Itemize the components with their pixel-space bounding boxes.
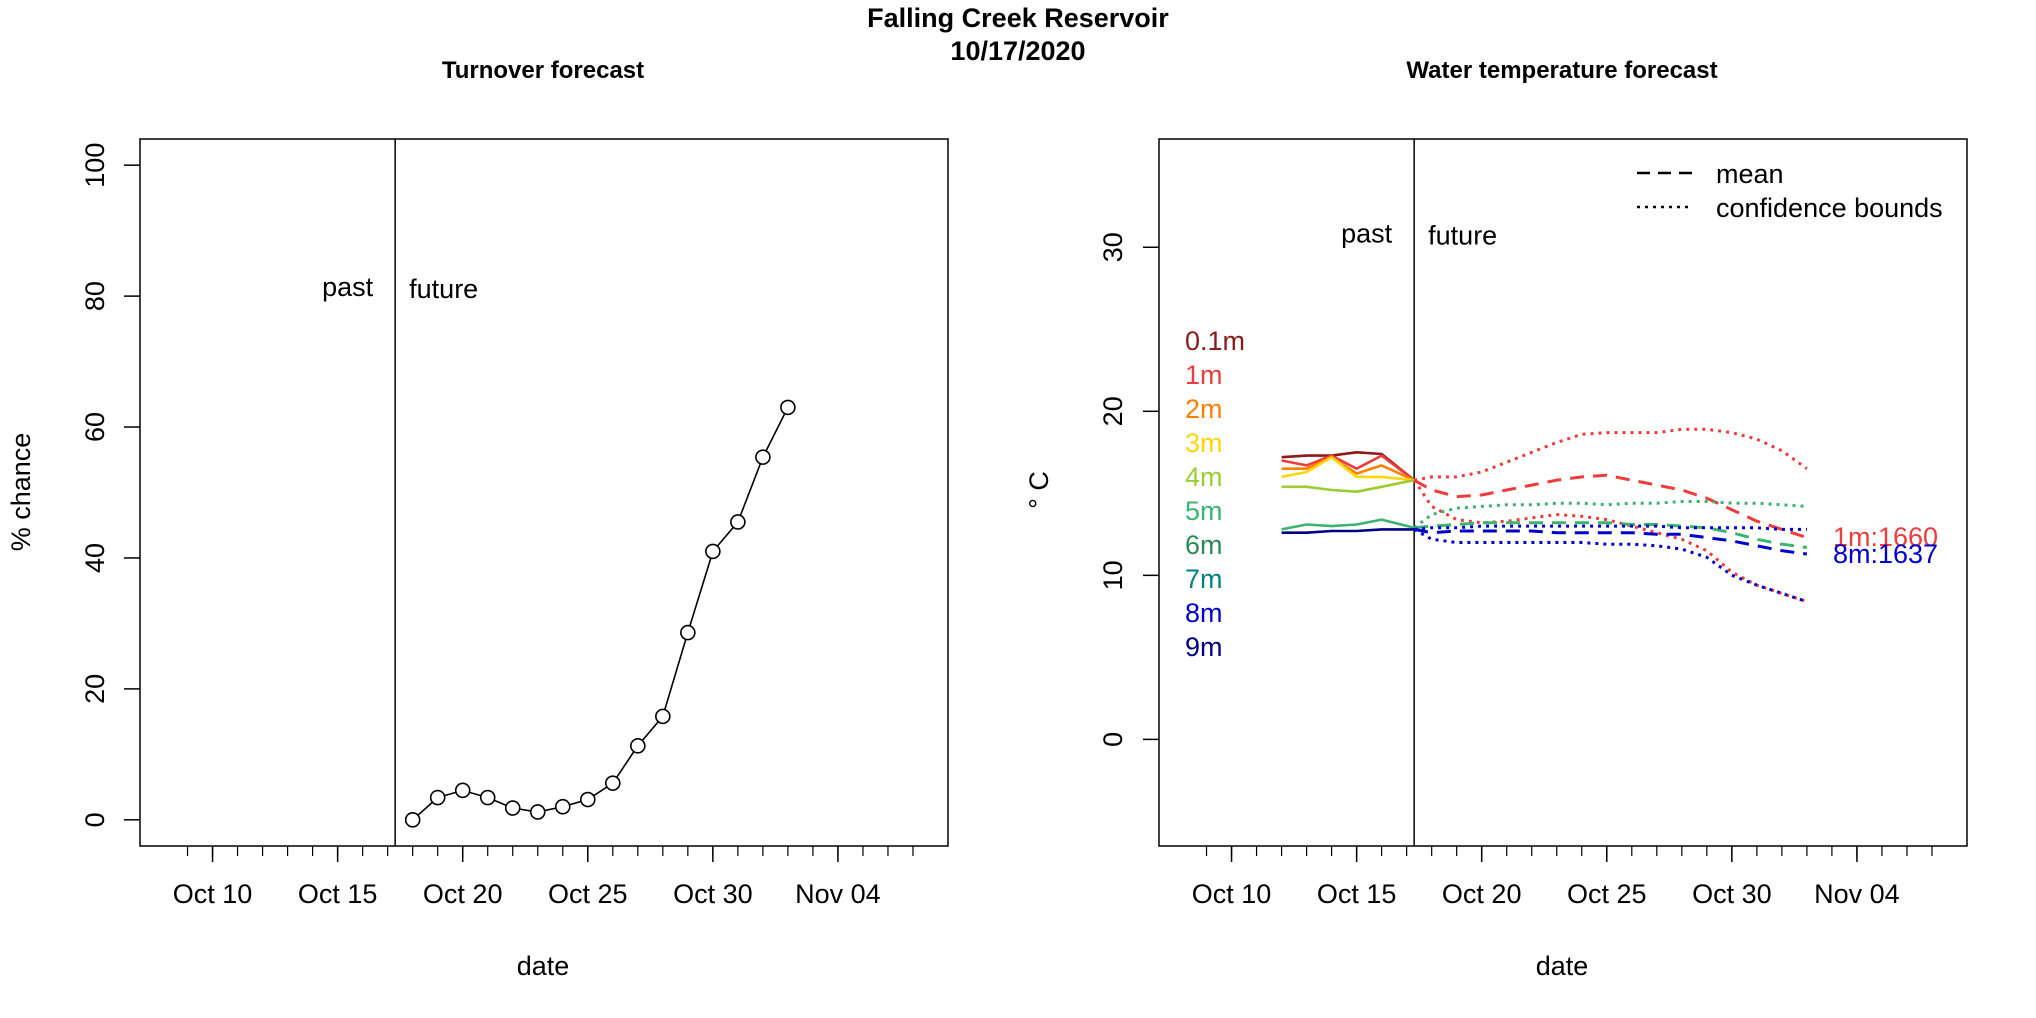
turnover-plot-frame [139, 138, 949, 847]
observed-line-1m [1281, 454, 1415, 482]
temperature-x-tick-label: Nov 04 [1814, 879, 1900, 909]
temperature-chart-title: Water temperature forecast [1406, 57, 1717, 84]
depth-label-3m: 3m [1185, 428, 1223, 458]
forecast-line-1m-upper [1413, 427, 1808, 482]
turnover-y-tick-label: 60 [80, 412, 110, 442]
depth-label-7m: 7m [1185, 564, 1223, 594]
observed-line-9m [1281, 528, 1415, 535]
turnover-data-point [705, 543, 721, 560]
temperature-x-tick-label: Oct 10 [1192, 879, 1272, 909]
forecast-line-8m-mean [1413, 527, 1808, 556]
depth-label-9m: 9m [1185, 632, 1223, 662]
turnover-data-point [404, 812, 421, 828]
turnover-future-label: future [409, 274, 478, 304]
depth-label-2m: 2m [1185, 394, 1223, 424]
turnover-data-point [429, 789, 446, 806]
temperature-y-axis-label: ° C [1024, 471, 1054, 509]
forecast-line-8m-upper [1414, 524, 1807, 531]
turnover-data-point [755, 449, 771, 465]
forecast-line-1m-lower [1412, 479, 1808, 604]
turnover-x-tick-label: Nov 04 [795, 879, 881, 909]
temperature-legend: mean confidence bounds [1637, 159, 1943, 223]
turnover-data-point [504, 800, 521, 816]
turnover-data-point [655, 708, 671, 725]
turnover-y-axis-label: % chance [6, 433, 36, 552]
temperature-x-axis-label: date [1536, 951, 1589, 981]
turnover-y-tick-label: 80 [80, 281, 110, 311]
turnover-x-tick-label: Oct 25 [548, 879, 628, 909]
turnover-chart: Turnover forecast date % chance Oct 10 Oc… [6, 57, 949, 981]
temperature-y-tick-label: 20 [1098, 396, 1128, 426]
turnover-data-point [730, 514, 746, 530]
turnover-y-tick-label: 20 [80, 674, 110, 704]
temperature-y-tick-label: 10 [1098, 560, 1128, 590]
depth-label-6m: 6m [1185, 530, 1223, 560]
turnover-data-point [579, 791, 596, 808]
temperature-y-tick-label: 0 [1098, 732, 1128, 747]
turnover-data-point [454, 782, 471, 799]
turnover-x-tick-label: Oct 15 [298, 879, 378, 909]
turnover-data-point [604, 775, 621, 791]
temperature-y-tick-label: 30 [1098, 232, 1128, 262]
temperature-past-label: past [1341, 218, 1393, 248]
turnover-data-point [529, 804, 546, 820]
temperature-chart: Water temperature forecast date ° C Oct … [1024, 57, 1968, 981]
temperature-plot-frame [1158, 138, 1968, 847]
temperature-x-tick-label: Oct 20 [1442, 879, 1522, 909]
turnover-data-point [630, 738, 646, 754]
temperature-x-tick-label: Oct 25 [1567, 879, 1647, 909]
turnover-y-tick-label: 100 [80, 143, 110, 188]
observed-line-5m [1281, 518, 1415, 531]
depth-label-1m: 1m [1185, 360, 1223, 390]
turnover-data-point [680, 624, 696, 641]
turnover-y-tick-label: 40 [80, 543, 110, 573]
forecast-line-8m-lower [1413, 528, 1808, 604]
observed-line-3m [1281, 455, 1415, 482]
forecast-line-5m-upper [1413, 500, 1807, 529]
depth-label-8m: 8m [1185, 598, 1223, 628]
turnover-data-point [554, 798, 571, 815]
turnover-y-tick-label: 0 [80, 812, 110, 827]
temperature-future-label: future [1428, 220, 1497, 250]
right-label-8m: 8m:1637 [1833, 539, 1938, 569]
figure-title-line1: Falling Creek Reservoir [867, 3, 1169, 33]
legend-mean-label: mean [1716, 159, 1784, 189]
depth-label-4m: 4m [1185, 462, 1223, 492]
turnover-chart-title: Turnover forecast [442, 57, 644, 84]
forecast-line-5m-mean [1414, 521, 1808, 549]
turnover-data-point [479, 789, 496, 806]
turnover-x-tick-label: Oct 20 [423, 879, 503, 909]
depth-label-5m: 5m [1185, 496, 1223, 526]
depth-label-0_1m: 0.1m [1185, 326, 1245, 356]
turnover-x-axis-label: date [517, 951, 570, 981]
turnover-series-line [412, 407, 789, 821]
right-label-1m: 1m:1660 [1833, 522, 1938, 552]
observed-line-4m [1281, 478, 1415, 494]
turnover-x-tick-label: Oct 10 [173, 879, 253, 909]
turnover-x-tick-label: Oct 30 [673, 879, 753, 909]
figure-title-line2: 10/17/2020 [950, 36, 1085, 66]
legend-bounds-label: confidence bounds [1716, 193, 1943, 223]
turnover-past-label: past [322, 272, 374, 302]
temperature-x-tick-label: Oct 15 [1317, 879, 1397, 909]
temperature-x-tick-label: Oct 30 [1692, 879, 1772, 909]
forecast-line-1m-mean [1413, 473, 1808, 540]
turnover-data-point [780, 399, 796, 416]
